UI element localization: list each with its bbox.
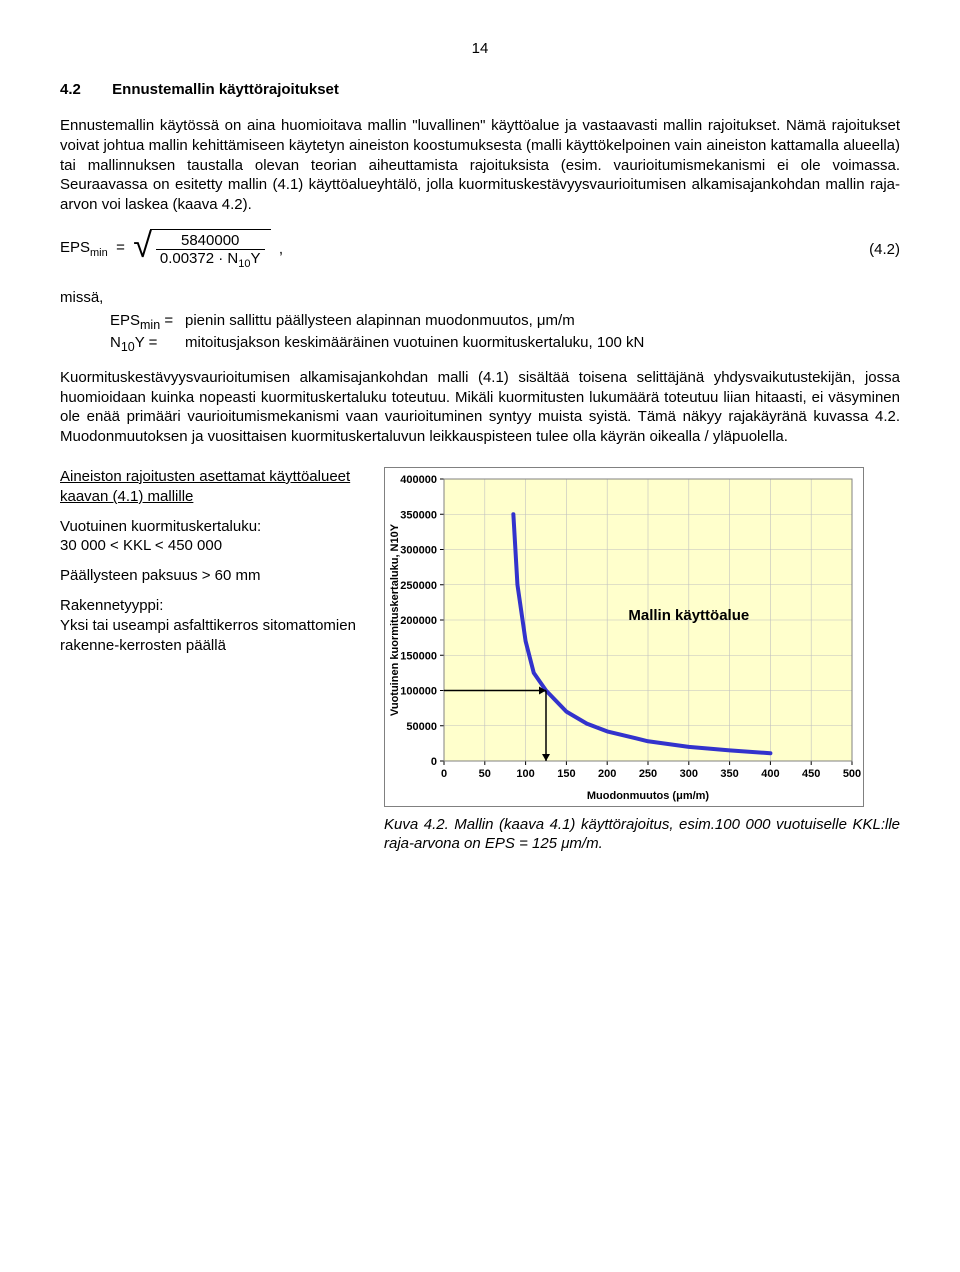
svg-text:0: 0 xyxy=(441,768,447,780)
definition-row: N10Y =mitoitusjakson keskimääräinen vuot… xyxy=(110,334,900,354)
svg-text:300000: 300000 xyxy=(400,544,437,556)
equation-row: EPSmin = √ 5840000 0.00372 · N10Y , (4.2… xyxy=(60,229,900,270)
definition-symbol: N10Y = xyxy=(110,334,185,354)
constraints-title: Aineiston rajoitusten asettamat käyttöal… xyxy=(60,468,350,505)
eq-lhs: EPS xyxy=(60,239,90,256)
eq-denom-sub: 10 xyxy=(238,258,250,270)
eq-denom-a: 0.00372 · N xyxy=(160,250,238,267)
defs-label: missä, xyxy=(60,288,900,308)
svg-text:350000: 350000 xyxy=(400,509,437,521)
paragraph-2: Kuormituskestävyysvaurioitumisen alkamis… xyxy=(60,368,900,447)
paragraph-1: Ennustemallin käytössä on aina huomioita… xyxy=(60,116,900,215)
definition-text: mitoitusjakson keskimääräinen vuotuinen … xyxy=(185,334,900,354)
constraint-line-4: Rakennetyyppi: xyxy=(60,597,163,614)
svg-text:Mallin käyttöalue: Mallin käyttöalue xyxy=(628,607,749,624)
definition-text: pienin sallittu päällysteen alapinnan mu… xyxy=(185,312,900,332)
definition-symbol: EPSmin = xyxy=(110,312,185,332)
svg-text:250: 250 xyxy=(639,768,657,780)
section-title: Ennustemallin käyttörajoitukset xyxy=(112,81,339,98)
svg-text:500: 500 xyxy=(843,768,861,780)
page-number: 14 xyxy=(60,40,900,57)
svg-text:150000: 150000 xyxy=(400,650,437,662)
svg-text:450: 450 xyxy=(802,768,820,780)
svg-text:300: 300 xyxy=(680,768,698,780)
svg-text:200000: 200000 xyxy=(400,615,437,627)
chart: 0 50 100 150 200 250 300 350 400 450 500 0 50000 1000… xyxy=(384,467,864,807)
eq-denom-b: Y xyxy=(251,250,261,267)
eq-lhs-sub: min xyxy=(90,247,108,259)
svg-text:400000: 400000 xyxy=(400,474,437,486)
section-number: 4.2 xyxy=(60,81,108,98)
svg-text:350: 350 xyxy=(720,768,738,780)
chart-container: 0 50 100 150 200 250 300 350 400 450 500 0 50000 1000… xyxy=(384,467,900,868)
svg-text:Muodonmuutos (μm/m): Muodonmuutos (μm/m) xyxy=(587,790,710,802)
svg-text:250000: 250000 xyxy=(400,580,437,592)
constraint-line-2: 30 000 < KKL < 450 000 xyxy=(60,537,222,554)
eq-numerator: 5840000 xyxy=(156,232,265,250)
svg-text:100000: 100000 xyxy=(400,685,437,697)
svg-text:50000: 50000 xyxy=(406,721,437,733)
svg-text:50: 50 xyxy=(479,768,491,780)
definition-row: EPSmin =pienin sallittu päällysteen alap… xyxy=(110,312,900,332)
constraint-line-1: Vuotuinen kuormituskertaluku: xyxy=(60,518,261,535)
constraint-line-5: Yksi tai useampi asfalttikerros sitomatt… xyxy=(60,617,356,654)
definitions: EPSmin =pienin sallittu päällysteen alap… xyxy=(110,312,900,354)
section-heading: 4.2 Ennustemallin käyttörajoitukset xyxy=(60,81,900,98)
chart-caption: Kuva 4.2. Mallin (kaava 4.1) käyttörajoi… xyxy=(384,815,900,854)
svg-text:Vuotuinen kuormituskertaluku,: Vuotuinen kuormituskertaluku, N10Y xyxy=(389,523,401,716)
svg-text:100: 100 xyxy=(516,768,534,780)
constraint-line-3: Päällysteen paksuus > 60 mm xyxy=(60,566,360,586)
equation-number: (4.2) xyxy=(869,241,900,258)
svg-text:200: 200 xyxy=(598,768,616,780)
svg-text:0: 0 xyxy=(431,756,437,768)
svg-text:400: 400 xyxy=(761,768,779,780)
equation: EPSmin = √ 5840000 0.00372 · N10Y , xyxy=(60,229,283,270)
constraints-column: Aineiston rajoitusten asettamat käyttöal… xyxy=(60,467,360,868)
svg-text:150: 150 xyxy=(557,768,575,780)
